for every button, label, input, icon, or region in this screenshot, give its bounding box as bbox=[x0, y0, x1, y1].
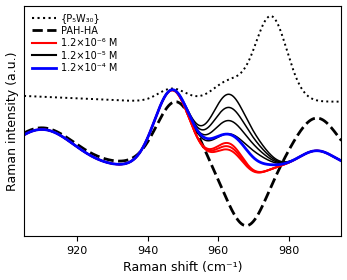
PAH-HA bbox=[168, 103, 172, 106]
{P₅W₃₀} bbox=[22, 94, 26, 98]
{P₅W₃₀} bbox=[330, 100, 334, 103]
1.2×10⁻⁴ M bbox=[330, 154, 335, 158]
1.2×10⁻⁴ M bbox=[330, 155, 335, 158]
{P₅W₃₀} bbox=[269, 14, 273, 18]
{P₅W₃₀} bbox=[38, 95, 42, 98]
X-axis label: Raman shift (cm⁻¹): Raman shift (cm⁻¹) bbox=[123, 262, 243, 274]
1.2×10⁻⁴ M bbox=[22, 133, 26, 137]
1.2×10⁻⁴ M bbox=[177, 92, 181, 95]
Legend: {P₅W₃₀}, PAH-HA, 1.2×10⁻⁶ M, 1.2×10⁻⁵ M, 1.2×10⁻⁴ M: {P₅W₃₀}, PAH-HA, 1.2×10⁻⁶ M, 1.2×10⁻⁵ M,… bbox=[29, 10, 120, 76]
PAH-HA bbox=[244, 224, 248, 227]
PAH-HA bbox=[339, 139, 344, 142]
PAH-HA bbox=[177, 101, 181, 104]
{P₅W₃₀} bbox=[176, 88, 180, 91]
{P₅W₃₀} bbox=[272, 16, 276, 20]
PAH-HA bbox=[38, 126, 42, 130]
{P₅W₃₀} bbox=[339, 100, 344, 103]
1.2×10⁻⁴ M bbox=[272, 163, 276, 167]
PAH-HA bbox=[272, 178, 276, 181]
Line: 1.2×10⁻⁴ M: 1.2×10⁻⁴ M bbox=[24, 90, 341, 165]
1.2×10⁻⁴ M bbox=[339, 159, 344, 163]
{P₅W₃₀} bbox=[168, 87, 172, 90]
PAH-HA bbox=[330, 127, 335, 131]
Line: {P₅W₃₀}: {P₅W₃₀} bbox=[24, 16, 341, 102]
1.2×10⁻⁴ M bbox=[170, 88, 175, 91]
1.2×10⁻⁴ M bbox=[168, 89, 172, 92]
{P₅W₃₀} bbox=[330, 100, 335, 103]
Line: PAH-HA: PAH-HA bbox=[24, 102, 341, 226]
1.2×10⁻⁴ M bbox=[38, 128, 42, 131]
PAH-HA bbox=[174, 100, 178, 103]
PAH-HA bbox=[330, 127, 335, 131]
Y-axis label: Raman intensity (a.u.): Raman intensity (a.u.) bbox=[6, 51, 18, 191]
1.2×10⁻⁴ M bbox=[272, 163, 276, 167]
PAH-HA bbox=[22, 131, 26, 135]
